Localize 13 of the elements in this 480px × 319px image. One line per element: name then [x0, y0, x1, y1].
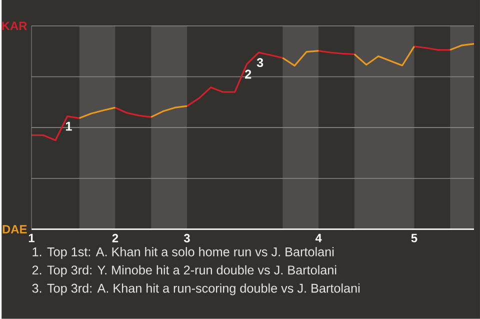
text: KAR [2, 22, 28, 30]
x-tick-label: 1 [28, 234, 34, 242]
text: 3. Top 3rd: A. Khan hit a run-scoring double vs J. Bartolani [32, 283, 360, 296]
annotation: 2 [245, 70, 252, 79]
annotation: 3 [256, 58, 264, 68]
x-tick-label: 5 [411, 234, 418, 242]
text: 2. Top 3rd: Y. Minobe hit a 2-run double vs J. Bartolani [32, 265, 336, 278]
text: DAE [2, 225, 27, 234]
text: 1. Top 1st: A. Khan hit a solo home run vs J. Bartolani [32, 247, 334, 259]
annotation: 1 [66, 122, 72, 131]
x-tick-label: 4 [315, 234, 322, 242]
x-tick-label: 2 [112, 234, 118, 242]
x-tick-label: 3 [184, 234, 190, 242]
